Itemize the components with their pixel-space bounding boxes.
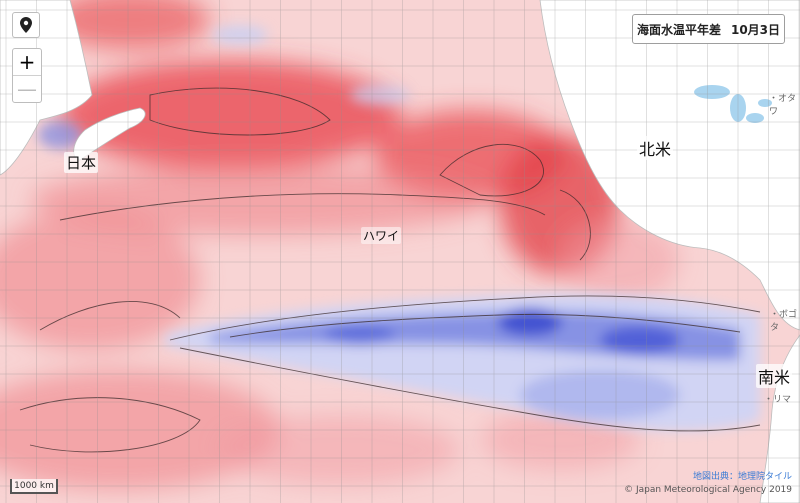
place-label-japan: 日本 bbox=[64, 152, 99, 173]
copyright-text: © Japan Meteorological Agency 2019 bbox=[624, 485, 792, 495]
asia-land bbox=[0, 0, 93, 176]
zoom-out-button[interactable]: — bbox=[13, 75, 41, 102]
place-label-south-america: 南米 bbox=[756, 364, 793, 388]
zoom-in-button[interactable]: + bbox=[18, 50, 36, 74]
north-america-land bbox=[539, 0, 800, 331]
scale-bar: 1000 km bbox=[10, 479, 58, 494]
locate-button[interactable] bbox=[12, 12, 40, 38]
map-date: 10月3日 bbox=[730, 22, 781, 37]
scale-bar-label: 1000 km bbox=[14, 481, 54, 491]
cool-patch-japan bbox=[38, 25, 410, 149]
map-title: 海面水温平年差 bbox=[636, 22, 721, 37]
attribution: 地図出典：地理院タイル © Japan Meteorological Agenc… bbox=[624, 471, 792, 497]
map-pin-icon bbox=[20, 17, 32, 33]
place-label-hawaii: ハワイ bbox=[361, 227, 402, 244]
tile-attribution-link[interactable]: 地図出典：地理院タイル bbox=[692, 472, 792, 482]
place-label-north-america: 北米 bbox=[637, 136, 674, 160]
zoom-control: + — bbox=[12, 48, 42, 103]
city-label-bogota: ・ボゴタ bbox=[770, 310, 798, 333]
map-title-box: 海面水温平年差 10月3日 bbox=[632, 14, 785, 44]
contour-lines bbox=[19, 87, 761, 453]
city-label-ottawa: ・オタワ bbox=[769, 94, 797, 117]
warm-anomaly-layer bbox=[0, 0, 680, 490]
city-label-lima: ・リマ bbox=[764, 395, 792, 405]
